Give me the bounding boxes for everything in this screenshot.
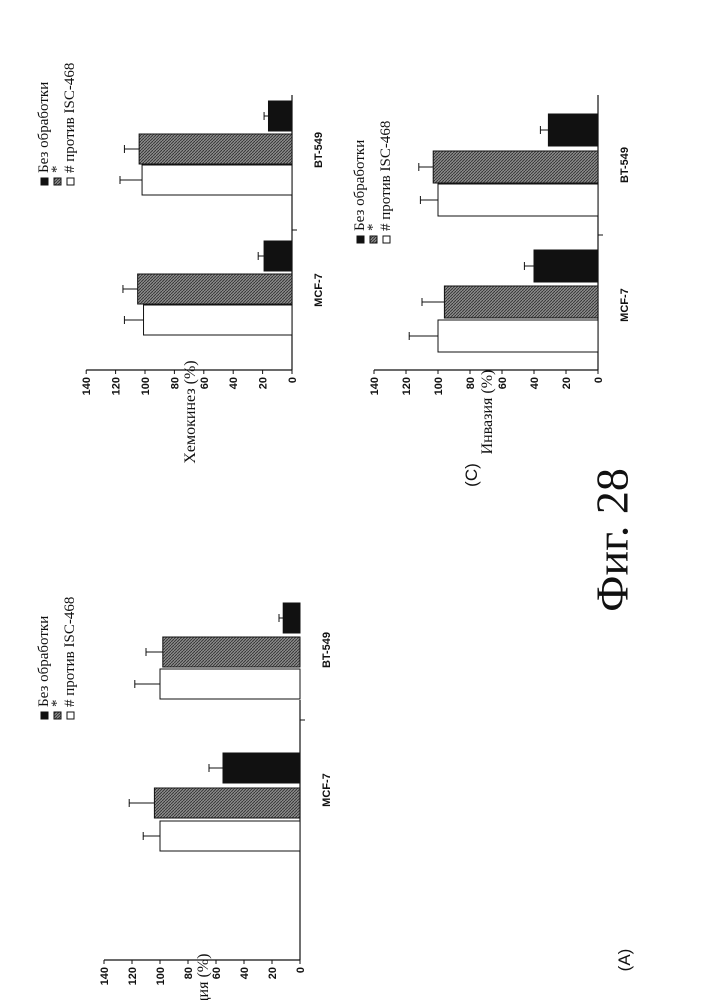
category-label: BT-549 bbox=[619, 147, 631, 183]
legend-label: Без обработки bbox=[352, 140, 368, 231]
legend-label: # против ISC-468 bbox=[378, 121, 394, 231]
value-tick-label: 20 bbox=[561, 377, 573, 389]
value-tick-label: 60 bbox=[497, 377, 509, 389]
bar-mcf-7-series-2 bbox=[534, 250, 598, 282]
value-tick-label: 120 bbox=[401, 377, 413, 395]
panel-label: (C) bbox=[462, 463, 481, 487]
value-tick-label: 40 bbox=[529, 377, 541, 389]
y-axis-title: Инвазия (%) bbox=[479, 370, 496, 455]
legend-swatch bbox=[357, 236, 364, 243]
bar-mcf-7-series-0 bbox=[438, 320, 598, 352]
value-tick-label: 80 bbox=[465, 377, 477, 389]
legend-swatch bbox=[370, 236, 377, 243]
category-label: MCF-7 bbox=[619, 288, 631, 322]
bar-bt-549-series-2 bbox=[548, 114, 598, 146]
figure-caption: Фиг. 28 bbox=[586, 468, 639, 612]
value-tick-label: 140 bbox=[369, 377, 381, 395]
bar-bt-549-series-1 bbox=[433, 151, 598, 183]
value-tick-label: 100 bbox=[433, 377, 445, 395]
legend-swatch bbox=[383, 236, 390, 243]
value-tick-label: 0 bbox=[593, 377, 605, 383]
bar-mcf-7-series-1 bbox=[444, 286, 598, 318]
bar-bt-549-series-0 bbox=[438, 184, 598, 216]
